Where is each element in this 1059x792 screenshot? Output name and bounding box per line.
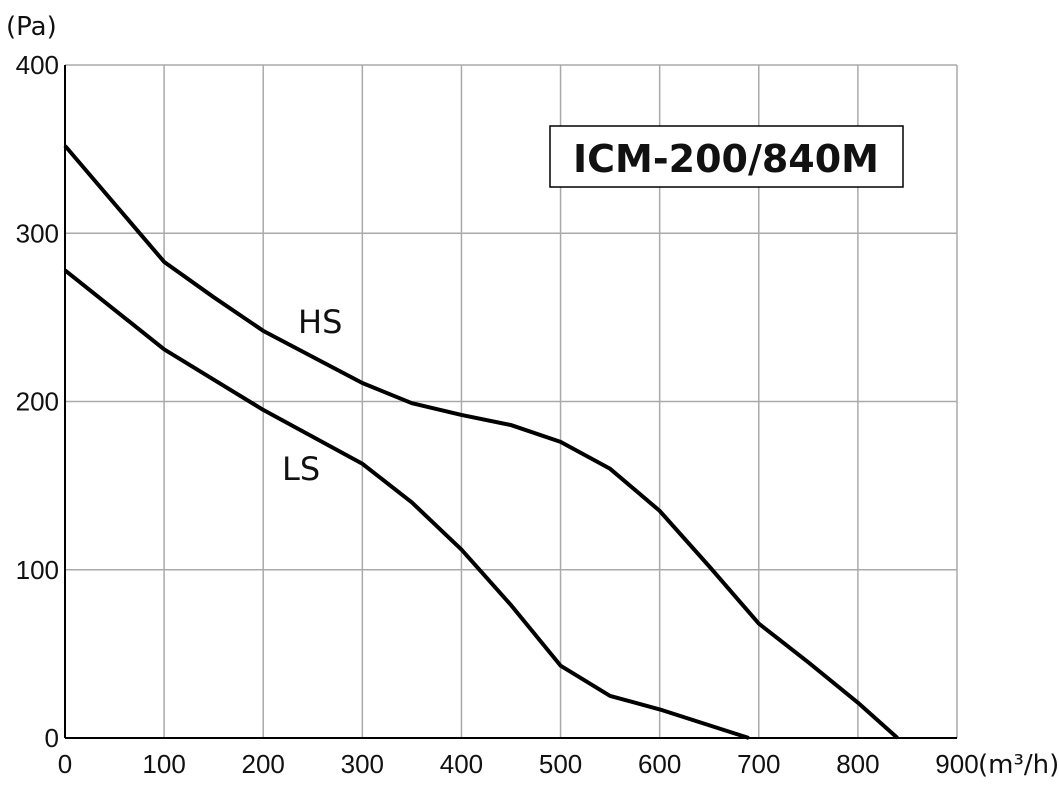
line	[63, 144, 899, 740]
x-tick-label: 900	[935, 749, 978, 779]
y-tick-label: 200	[16, 387, 59, 417]
line	[63, 268, 750, 740]
y-tick-label: 100	[16, 555, 59, 585]
x-tick-label: 700	[737, 749, 780, 779]
x-tick-label: 100	[142, 749, 185, 779]
title-box	[549, 125, 904, 188]
y-tick-label: 400	[16, 50, 59, 80]
x-tick-label: 500	[539, 749, 582, 779]
x-tick-label: 0	[58, 749, 72, 779]
series-label: LS	[282, 450, 320, 488]
y-tick-label: 300	[16, 218, 59, 248]
x-tick-label: 300	[341, 749, 384, 779]
x-axis-label: (m³/h)	[978, 750, 1059, 780]
x-tick-label: 200	[242, 749, 285, 779]
chart-title: ICM-200/840M	[573, 137, 879, 181]
series-label: HS	[298, 303, 342, 341]
y-tick-label: 0	[45, 723, 59, 753]
x-tick-label: 600	[638, 749, 681, 779]
x-tick-label: 400	[440, 749, 483, 779]
x-tick-label: 800	[836, 749, 879, 779]
y-axis-label: (Pa)	[6, 12, 57, 42]
